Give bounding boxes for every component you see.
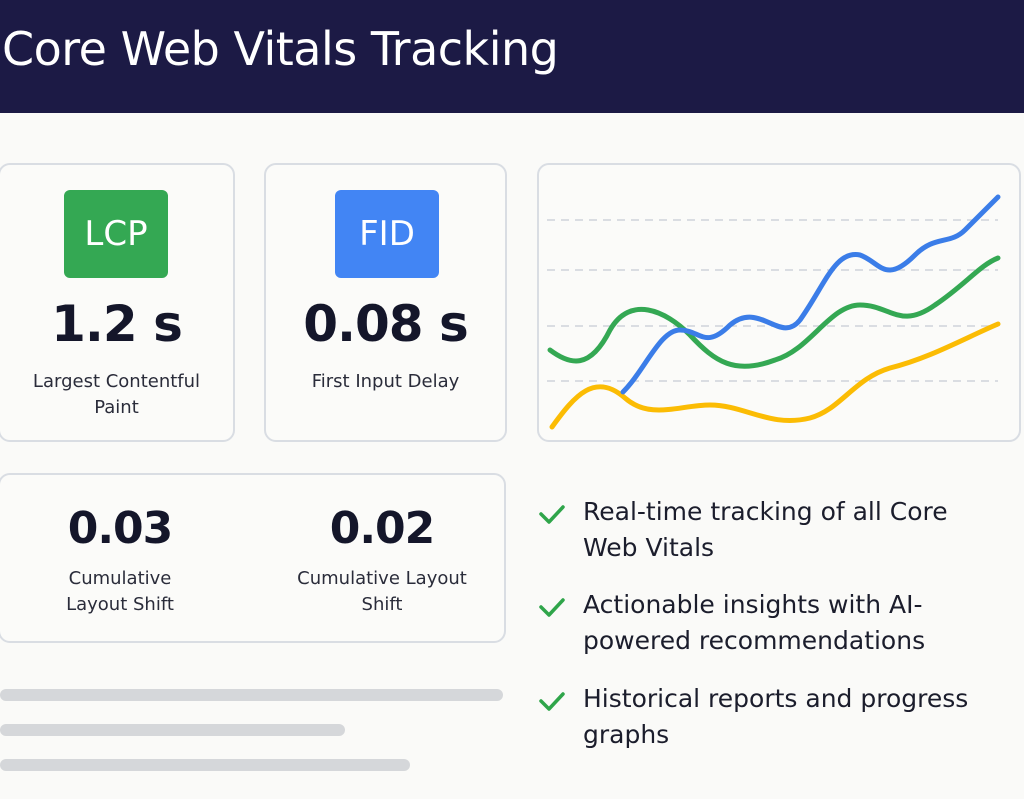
placeholder-bar bbox=[0, 724, 345, 736]
lcp-badge: LCP bbox=[64, 190, 168, 278]
check-icon bbox=[539, 505, 565, 524]
lcp-card: LCP 1.2 s Largest Contentful Paint bbox=[0, 163, 235, 442]
feature-text: Real-time tracking of all Core Web Vital… bbox=[583, 497, 948, 562]
placeholder-bar bbox=[0, 689, 503, 701]
fid-value: 0.08 s bbox=[303, 295, 469, 353]
trend-chart bbox=[547, 194, 1001, 430]
blue-line bbox=[620, 194, 1001, 395]
layout-shift-card: 0.03 Cumulative Layout Shift 0.02 Cumula… bbox=[0, 473, 506, 643]
feature-text: Actionable insights with AI-powered reco… bbox=[583, 590, 926, 655]
green-line bbox=[547, 255, 1001, 369]
yellow-line bbox=[549, 321, 1001, 430]
cls-value: 0.02 bbox=[329, 503, 436, 554]
fid-card: FID 0.08 s First Input Delay bbox=[264, 163, 507, 442]
lcp-label: Largest Contentful Paint bbox=[32, 371, 201, 418]
feature-text: Historical reports and progress graphs bbox=[583, 684, 969, 749]
check-icon bbox=[539, 692, 565, 711]
lcp-value: 1.2 s bbox=[51, 295, 183, 353]
cls-value: 0.03 bbox=[67, 503, 174, 554]
cls-label: Cumulative Layout Shift bbox=[66, 568, 174, 615]
fid-label: First Input Delay bbox=[311, 371, 460, 392]
page-title: Core Web Vitals Tracking bbox=[2, 22, 559, 76]
placeholder-bar bbox=[0, 759, 410, 771]
fid-badge: FID bbox=[335, 190, 439, 278]
cls-label: Cumulative Layout Shift bbox=[297, 568, 467, 615]
header: Core Web Vitals Tracking bbox=[0, 0, 1024, 113]
trend-chart-card bbox=[537, 163, 1021, 442]
check-icon bbox=[539, 598, 565, 617]
